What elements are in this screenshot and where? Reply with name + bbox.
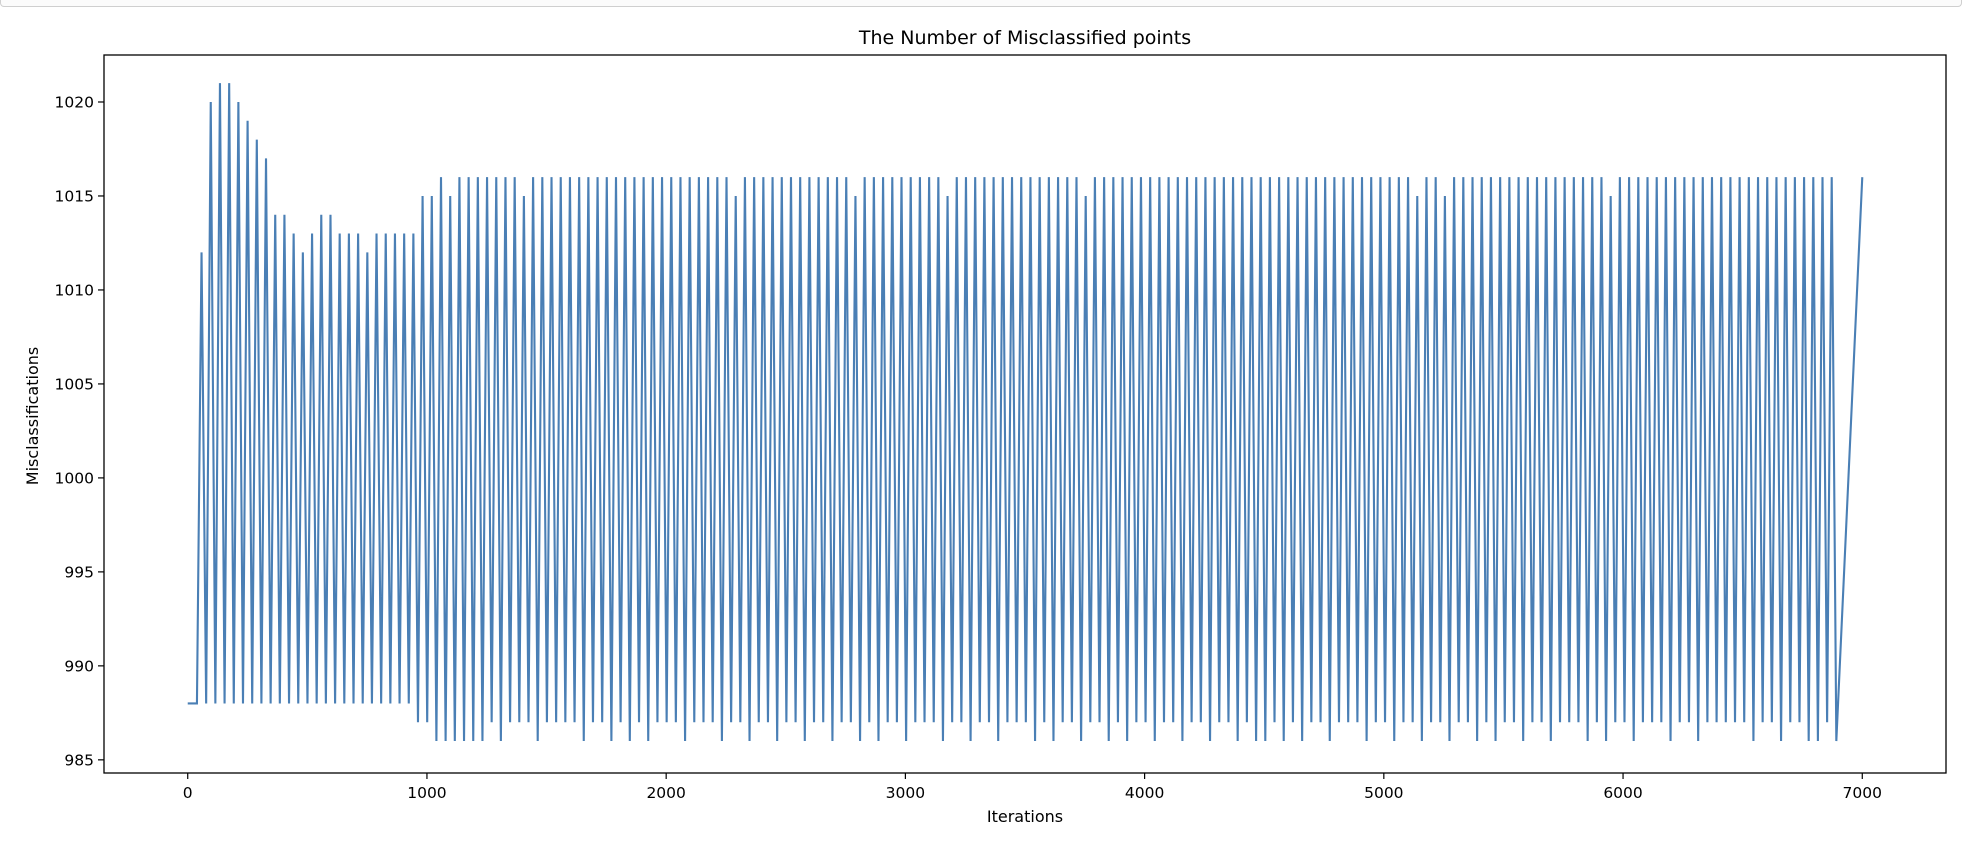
x-axis-label: Iterations [987,807,1063,826]
x-tick-label: 7000 [1843,784,1882,802]
x-tick-label: 0 [183,784,193,802]
axis-ticks: 0 1000 2000 3000 4000 5000 6000 7000 985 990 995 10… [55,93,1882,802]
y-tick-label: 1000 [55,469,94,487]
x-tick-label: 3000 [886,784,925,802]
y-tick-label: 985 [64,751,94,769]
x-tick-label: 5000 [1364,784,1403,802]
x-tick-label: 6000 [1603,784,1642,802]
x-tick-label: 2000 [646,784,685,802]
y-axis-label: Misclassifications [23,347,42,485]
y-tick-label: 1010 [55,281,94,299]
plot-area-frame [103,54,1947,774]
y-tick-label: 1015 [55,187,94,205]
y-tick-label: 990 [64,657,94,675]
y-tick-label: 1005 [55,375,94,393]
y-tick-label: 995 [64,563,94,581]
cell-frame-edge [0,0,1962,7]
x-tick-label: 1000 [407,784,446,802]
x-tick-label: 4000 [1125,784,1164,802]
chart-title: The Number of Misclassified points [858,27,1191,49]
series-line [187,83,1864,742]
y-tick-label: 1020 [55,93,94,111]
